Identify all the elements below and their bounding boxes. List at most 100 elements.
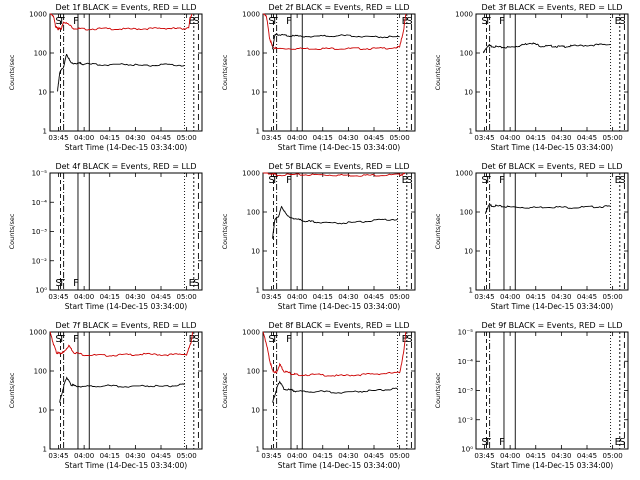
x-tick-label: 04:15 [526, 293, 546, 301]
event-marker-label: S [55, 278, 61, 289]
event-marker-label: S [55, 16, 61, 27]
event-marker-label: E [615, 175, 621, 186]
chart-title: Det 5f BLACK = Events, RED = LLD [268, 162, 409, 171]
plot-frame [475, 331, 629, 450]
y-tick-label: 1 [256, 287, 260, 295]
y-tick-label: 10 [464, 89, 473, 97]
x-tick-label: 04:15 [313, 452, 333, 460]
x-tick-label: 03:45 [474, 452, 494, 460]
x-tick-label: 04:00 [287, 134, 307, 142]
x-tick-label: 05:00 [390, 293, 410, 301]
plot-frame [49, 172, 203, 291]
events-series-line [485, 203, 611, 214]
y-tick-label: 10 [38, 89, 47, 97]
y-tick-label: 1000 [29, 329, 47, 337]
chart-panel-1: Det 1f BLACK = Events, RED = LLD Counts/s… [8, 3, 203, 152]
x-tick-label: 04:45 [364, 293, 384, 301]
event-marker-label: S [481, 16, 487, 27]
event-marker-label: F [499, 16, 505, 27]
event-marker-label: S [55, 334, 61, 345]
event-marker-label: S [406, 175, 412, 186]
x-axis-label: Start Time (14-Dec-15 03:34:00) [278, 302, 400, 311]
chart-title: Det 4f BLACK = Events, RED = LLD [55, 162, 196, 171]
x-axis-label: Start Time (14-Dec-15 03:34:00) [278, 143, 400, 152]
x-tick-label: 04:30 [338, 452, 358, 460]
x-tick-label: 04:15 [100, 293, 120, 301]
y-tick-label: 1 [469, 287, 473, 295]
lld-series-line [262, 331, 407, 377]
x-axis-label: Start Time (14-Dec-15 03:34:00) [491, 461, 613, 470]
y-tick-label: 10⁻² [458, 416, 474, 424]
events-series-line [272, 205, 398, 239]
lld-series-line [50, 13, 193, 31]
chart-title: Det 9f BLACK = Events, RED = LLD [481, 321, 622, 330]
event-marker-label: E [615, 437, 621, 448]
event-marker-label: T [271, 334, 279, 345]
chart-panel-7: Det 7f BLACK = Events, RED = LLD Counts/s… [8, 321, 203, 470]
x-axis-label: Start Time (14-Dec-15 03:34:00) [65, 143, 187, 152]
x-tick-label: 05:00 [603, 452, 623, 460]
x-tick-label: 05:00 [390, 134, 410, 142]
event-marker-label: S [268, 16, 274, 27]
x-tick-label: 03:45 [261, 293, 281, 301]
x-tick-label: 04:30 [338, 293, 358, 301]
event-marker-label: S [193, 16, 199, 27]
y-axis-label: Counts/sec [434, 54, 442, 90]
y-tick-label: 1000 [242, 170, 260, 178]
chart-panel-4: Det 4f BLACK = Events, RED = LLD Counts/s… [8, 162, 203, 311]
event-marker-label: S [619, 437, 625, 448]
x-tick-label: 04:30 [551, 293, 571, 301]
plot-frame [262, 172, 416, 291]
event-marker-label: S [406, 334, 412, 345]
x-tick-label: 04:30 [338, 134, 358, 142]
x-tick-label: 04:30 [125, 452, 145, 460]
x-axis-label: Start Time (14-Dec-15 03:34:00) [491, 302, 613, 311]
y-tick-label: 1000 [455, 170, 473, 178]
x-tick-label: 04:45 [577, 134, 597, 142]
chart-panel-8: Det 8f BLACK = Events, RED = LLD Counts/s… [221, 321, 416, 470]
x-axis-label: Start Time (14-Dec-15 03:34:00) [65, 461, 187, 470]
y-tick-label: 10⁰ [461, 446, 473, 454]
x-tick-label: 04:30 [551, 452, 571, 460]
y-tick-label: 10⁻² [32, 257, 48, 265]
y-tick-label: 10 [251, 89, 260, 97]
chart-panel-6: Det 6f BLACK = Events, RED = LLD Counts/s… [434, 162, 629, 311]
y-tick-label: 10⁻⁴ [32, 199, 48, 207]
y-tick-label: 1000 [242, 329, 260, 337]
event-marker-label: T [484, 175, 492, 186]
x-tick-label: 04:00 [500, 452, 520, 460]
event-marker-label: E [402, 175, 408, 186]
y-tick-label: 1000 [29, 11, 47, 19]
event-marker-label: S [619, 16, 625, 27]
event-marker-label: T [271, 175, 279, 186]
x-tick-label: 05:00 [603, 134, 623, 142]
event-marker-label: T [484, 16, 492, 27]
plot-frame [49, 331, 203, 450]
x-axis-label: Start Time (14-Dec-15 03:34:00) [491, 143, 613, 152]
x-tick-label: 04:15 [526, 452, 546, 460]
y-tick-label: 100 [460, 50, 473, 58]
event-marker-label: S [619, 175, 625, 186]
y-tick-label: 10 [251, 248, 260, 256]
y-tick-label: 100 [247, 209, 260, 217]
events-series-line [483, 42, 611, 54]
y-tick-label: 10⁻⁵ [32, 170, 48, 178]
y-tick-label: 100 [247, 50, 260, 58]
y-tick-label: 10⁻⁵ [458, 329, 474, 337]
x-tick-label: 04:30 [551, 134, 571, 142]
y-tick-label: 10⁻³ [458, 387, 474, 395]
y-tick-label: 100 [247, 368, 260, 376]
y-tick-label: 1 [43, 446, 47, 454]
plot-frame [475, 172, 629, 291]
x-tick-label: 03:45 [261, 452, 281, 460]
x-tick-label: 04:00 [74, 293, 94, 301]
event-marker-label: T [484, 437, 492, 448]
x-tick-label: 05:00 [177, 293, 197, 301]
event-marker-label: F [286, 334, 292, 345]
chart-title: Det 1f BLACK = Events, RED = LLD [55, 3, 196, 12]
x-axis-label: Start Time (14-Dec-15 03:34:00) [65, 302, 187, 311]
event-marker-label: T [58, 16, 66, 27]
x-tick-label: 04:00 [500, 293, 520, 301]
x-tick-label: 03:45 [261, 134, 281, 142]
y-tick-label: 1 [256, 446, 260, 454]
